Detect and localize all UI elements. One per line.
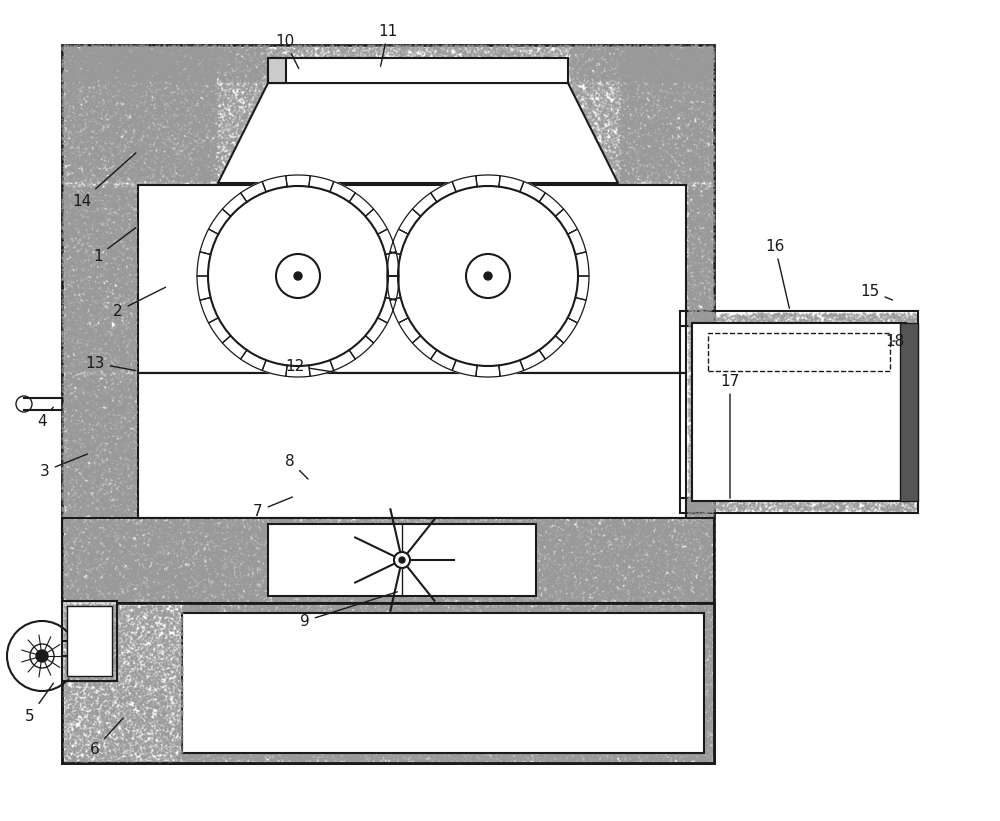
Polygon shape [197, 276, 211, 300]
Text: 1: 1 [93, 227, 136, 264]
Polygon shape [349, 336, 374, 359]
Bar [64, 605, 182, 761]
Bar [708, 333, 890, 371]
Text: 17: 17 [720, 374, 740, 498]
Bar [680, 311, 918, 513]
Text: 15: 15 [860, 283, 892, 300]
Text: 7: 7 [253, 497, 292, 519]
Circle shape [208, 186, 388, 366]
Bar [138, 185, 686, 373]
Polygon shape [680, 326, 714, 498]
Text: 9: 9 [300, 592, 397, 629]
Text: 10: 10 [275, 34, 299, 68]
Polygon shape [412, 336, 437, 359]
Polygon shape [262, 360, 287, 376]
Polygon shape [539, 336, 564, 359]
Text: 3: 3 [40, 454, 87, 479]
Polygon shape [385, 252, 399, 276]
Polygon shape [365, 318, 387, 343]
Bar [900, 323, 918, 501]
Polygon shape [568, 229, 586, 255]
Text: 14: 14 [72, 153, 136, 209]
Polygon shape [286, 365, 310, 377]
Polygon shape [568, 297, 586, 323]
Polygon shape [452, 176, 477, 192]
Text: 13: 13 [85, 355, 135, 370]
Bar [182, 613, 704, 753]
Polygon shape [378, 297, 396, 323]
Text: 12: 12 [285, 359, 337, 374]
Polygon shape [476, 365, 500, 377]
Polygon shape [476, 175, 500, 186]
Bar [138, 373, 686, 518]
Polygon shape [209, 209, 231, 234]
Polygon shape [390, 229, 408, 255]
Circle shape [399, 557, 405, 563]
Polygon shape [499, 176, 524, 192]
Bar [692, 323, 906, 501]
Polygon shape [365, 209, 387, 234]
Polygon shape [431, 350, 456, 370]
Bar [64, 605, 182, 761]
Bar [67, 606, 112, 676]
Polygon shape [241, 181, 266, 202]
Polygon shape [412, 193, 437, 216]
Text: 8: 8 [285, 453, 308, 479]
Circle shape [294, 272, 302, 280]
Polygon shape [555, 209, 577, 234]
Bar [268, 58, 568, 83]
Polygon shape [399, 318, 421, 343]
Text: 18: 18 [885, 333, 905, 348]
Polygon shape [399, 209, 421, 234]
Circle shape [398, 186, 578, 366]
Polygon shape [378, 229, 396, 255]
Polygon shape [222, 193, 247, 216]
Polygon shape [539, 193, 564, 216]
Text: 11: 11 [378, 24, 398, 67]
Circle shape [394, 552, 410, 568]
Circle shape [36, 650, 48, 662]
Polygon shape [200, 229, 218, 255]
Bar [62, 518, 714, 603]
Bar [62, 45, 714, 763]
Text: 6: 6 [90, 718, 123, 756]
Text: 2: 2 [113, 287, 166, 319]
Polygon shape [387, 252, 401, 276]
Text: 4: 4 [37, 407, 53, 429]
Text: 16: 16 [765, 238, 789, 309]
Polygon shape [349, 193, 374, 216]
Polygon shape [241, 350, 266, 370]
Circle shape [484, 272, 492, 280]
Polygon shape [431, 181, 456, 202]
Polygon shape [387, 276, 401, 300]
Bar [268, 58, 286, 83]
Polygon shape [309, 360, 334, 376]
Polygon shape [575, 276, 589, 300]
Polygon shape [520, 181, 545, 202]
Polygon shape [575, 252, 589, 276]
Polygon shape [222, 336, 247, 359]
Text: 5: 5 [25, 683, 53, 723]
Polygon shape [330, 181, 355, 202]
Bar [62, 601, 117, 681]
Bar [62, 601, 117, 681]
Polygon shape [385, 276, 399, 300]
Polygon shape [390, 297, 408, 323]
Polygon shape [309, 176, 334, 192]
Polygon shape [452, 360, 477, 376]
Bar [268, 524, 536, 596]
Polygon shape [209, 318, 231, 343]
Polygon shape [520, 350, 545, 370]
Polygon shape [555, 318, 577, 343]
Polygon shape [499, 360, 524, 376]
Polygon shape [200, 297, 218, 323]
Polygon shape [262, 176, 287, 192]
Polygon shape [286, 175, 310, 186]
Polygon shape [330, 350, 355, 370]
Bar [62, 603, 714, 763]
Polygon shape [197, 252, 211, 276]
Polygon shape [218, 83, 618, 183]
